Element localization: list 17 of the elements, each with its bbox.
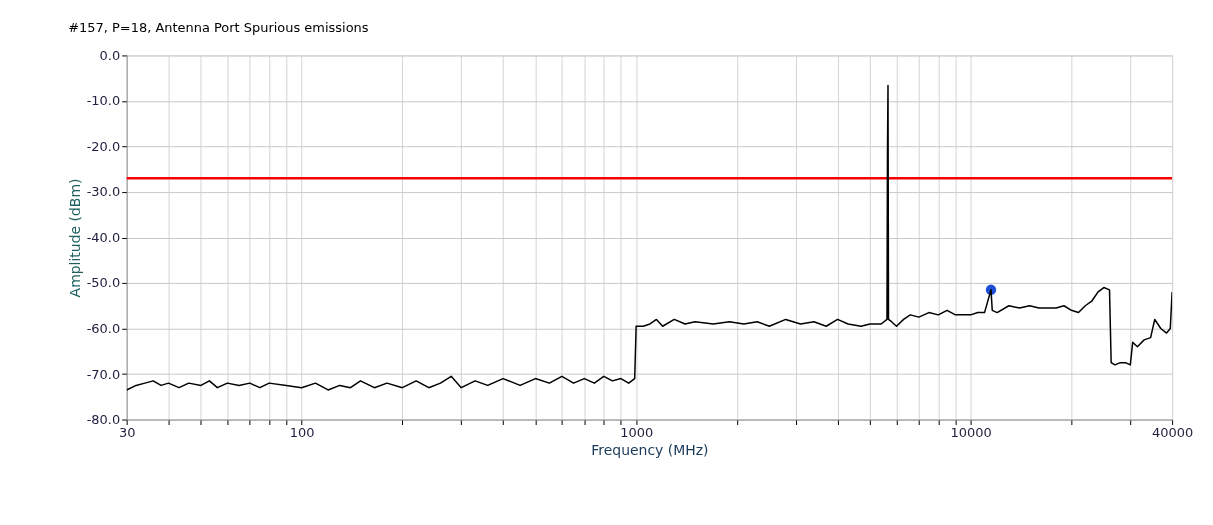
y-tick-label: -40.0 bbox=[86, 229, 121, 245]
y-tick-label: -50.0 bbox=[86, 275, 121, 291]
x-tick-label: 30 bbox=[118, 425, 136, 440]
x-tick-label: 40000 bbox=[1151, 425, 1194, 440]
x-tick-label: 100 bbox=[289, 425, 315, 440]
y-tick-label: -80.0 bbox=[86, 412, 121, 428]
y-axis-title: Amplitude (dBm) bbox=[66, 178, 83, 298]
chart-title: #157, P=18, Antenna Port Spurious emissions bbox=[68, 20, 369, 36]
y-tick-label: -70.0 bbox=[86, 366, 121, 382]
y-tick-label: -60.0 bbox=[86, 321, 121, 337]
y-tick-label: -10.0 bbox=[86, 93, 121, 109]
y-tick-label: 0.0 bbox=[99, 47, 121, 63]
x-tick-label: 1000 bbox=[620, 425, 654, 440]
x-axis-title: Frequency (MHz) bbox=[591, 441, 709, 458]
x-tick-label: 10000 bbox=[950, 425, 992, 440]
y-tick-label: -20.0 bbox=[86, 138, 121, 154]
y-tick-label: -30.0 bbox=[86, 184, 121, 200]
